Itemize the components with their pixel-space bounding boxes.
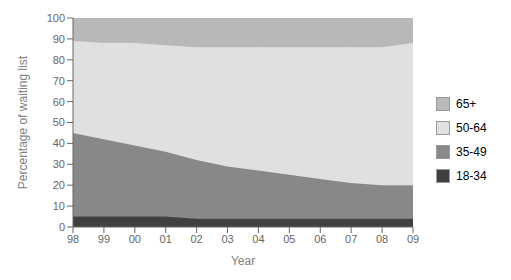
svg-text:02: 02 (191, 233, 203, 245)
html-text:35-49: 35-49 (456, 145, 487, 159)
svg-text:08: 08 (376, 233, 388, 245)
svg-text:80: 80 (53, 54, 65, 66)
svg-text:90: 90 (53, 33, 65, 45)
svg-text:Percentage of waiting list: Percentage of waiting list (16, 55, 30, 189)
svg-text:03: 03 (221, 233, 233, 245)
svg-text:06: 06 (314, 233, 326, 245)
svg-text:60: 60 (53, 96, 65, 108)
svg-text:10: 10 (53, 200, 65, 212)
svg-text:98: 98 (67, 233, 79, 245)
svg-text:70: 70 (53, 75, 65, 87)
svg-text:07: 07 (345, 233, 357, 245)
svg-text:05: 05 (283, 233, 295, 245)
html-text:50-64: 50-64 (456, 121, 487, 135)
svg-text:40: 40 (53, 137, 65, 149)
svg-text:100: 100 (47, 12, 65, 24)
svg-text:04: 04 (252, 233, 264, 245)
svg-text:Year: Year (231, 254, 255, 268)
svg-text:20: 20 (53, 179, 65, 191)
html-text:65+: 65+ (456, 97, 477, 111)
svg-text:01: 01 (160, 233, 172, 245)
svg-text:99: 99 (98, 233, 110, 245)
svg-text:09: 09 (407, 233, 419, 245)
svg-text:00: 00 (129, 233, 141, 245)
svg-text:50: 50 (53, 116, 65, 128)
svg-text:0: 0 (59, 221, 65, 233)
html-text:18-34: 18-34 (456, 169, 487, 183)
svg-text:30: 30 (53, 158, 65, 170)
